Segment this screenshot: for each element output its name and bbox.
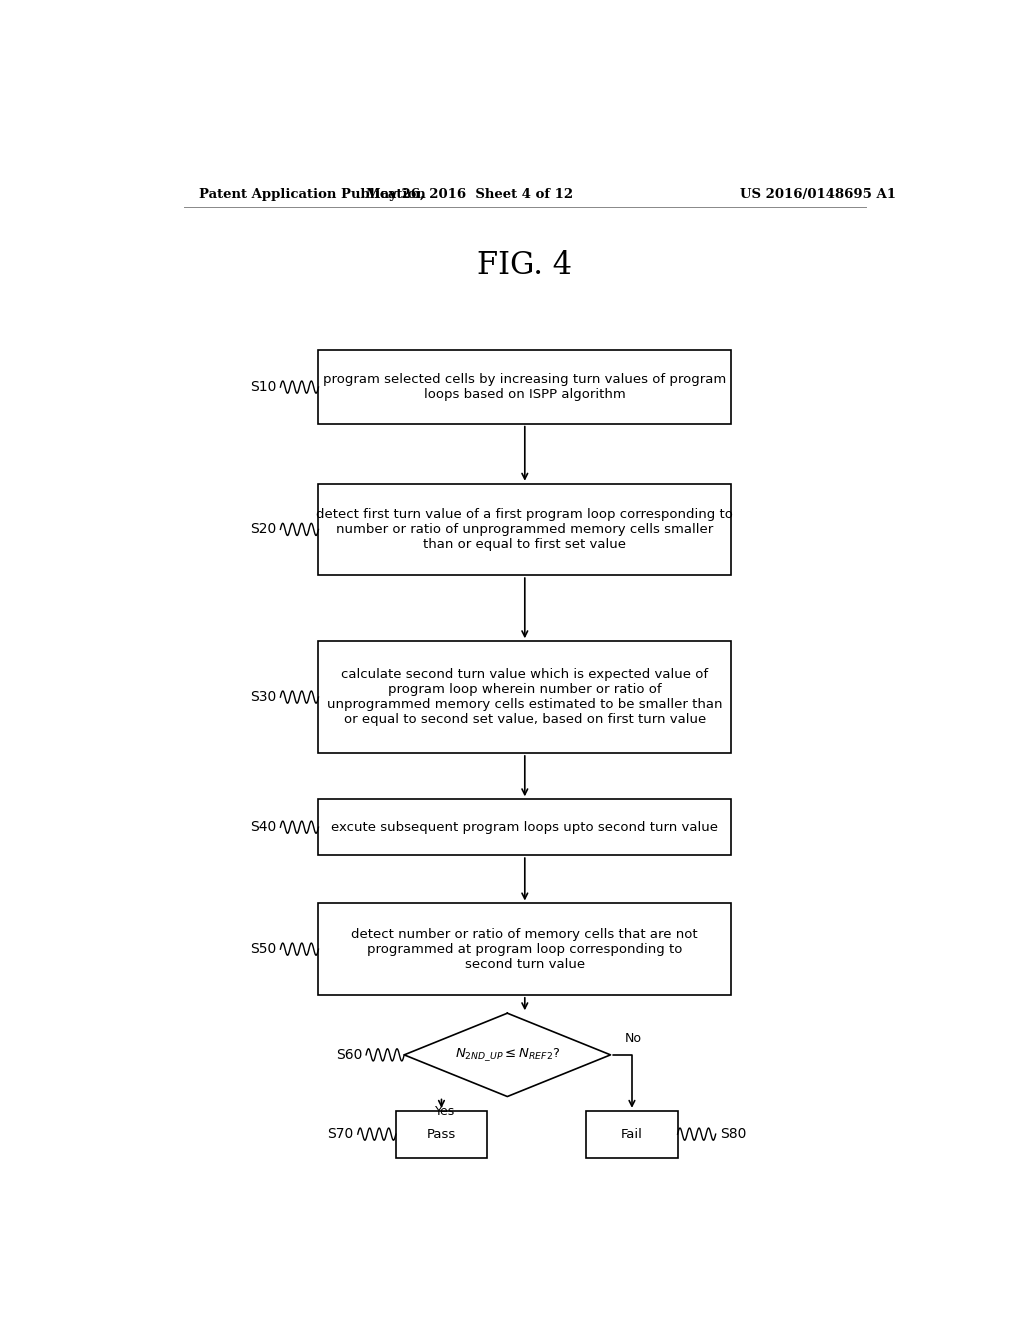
Text: $N_{2ND\_UP} \leq N_{REF2}$?: $N_{2ND\_UP} \leq N_{REF2}$?	[455, 1047, 560, 1063]
Text: detect number or ratio of memory cells that are not
programmed at program loop c: detect number or ratio of memory cells t…	[351, 928, 698, 970]
Text: excute subsequent program loops upto second turn value: excute subsequent program loops upto sec…	[332, 821, 718, 834]
FancyBboxPatch shape	[318, 903, 731, 995]
Text: May 26, 2016  Sheet 4 of 12: May 26, 2016 Sheet 4 of 12	[366, 189, 572, 202]
FancyBboxPatch shape	[396, 1110, 487, 1158]
Text: S40: S40	[250, 820, 276, 834]
Text: S80: S80	[720, 1127, 746, 1142]
Text: S20: S20	[250, 523, 276, 536]
Text: Patent Application Publication: Patent Application Publication	[200, 189, 426, 202]
FancyBboxPatch shape	[587, 1110, 678, 1158]
Text: calculate second turn value which is expected value of
program loop wherein numb: calculate second turn value which is exp…	[327, 668, 723, 726]
Text: S60: S60	[336, 1048, 362, 1061]
Text: Fail: Fail	[621, 1127, 643, 1140]
Text: program selected cells by increasing turn values of program
loops based on ISPP : program selected cells by increasing tur…	[324, 374, 726, 401]
Text: Pass: Pass	[427, 1127, 456, 1140]
Text: S50: S50	[250, 942, 276, 956]
FancyBboxPatch shape	[318, 351, 731, 424]
Text: No: No	[625, 1032, 642, 1044]
Text: S70: S70	[328, 1127, 353, 1142]
FancyBboxPatch shape	[318, 642, 731, 752]
FancyBboxPatch shape	[318, 799, 731, 855]
Text: US 2016/0148695 A1: US 2016/0148695 A1	[740, 189, 896, 202]
Text: Yes: Yes	[435, 1105, 456, 1118]
Text: S30: S30	[250, 690, 276, 704]
FancyBboxPatch shape	[318, 483, 731, 576]
Text: S10: S10	[250, 380, 276, 395]
Text: detect first turn value of a first program loop corresponding to
number or ratio: detect first turn value of a first progr…	[316, 508, 733, 550]
Text: FIG. 4: FIG. 4	[477, 249, 572, 281]
